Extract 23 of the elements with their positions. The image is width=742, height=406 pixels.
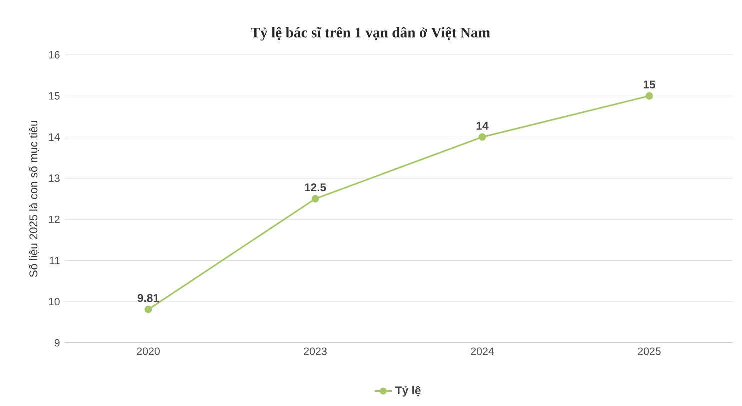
point bbox=[144, 306, 152, 314]
data-label: 9.81 bbox=[138, 294, 160, 302]
legend-label: Tỷ lệ bbox=[396, 386, 421, 397]
chart-title: Tỷ lệ bác sĩ trên 1 vạn dân ở Việt Nam bbox=[251, 27, 490, 41]
point bbox=[478, 134, 486, 142]
point bbox=[312, 195, 320, 203]
y-tick-label: 9 bbox=[54, 339, 60, 347]
x-tick-label: 2023 bbox=[304, 348, 327, 356]
y-tick-label: 12 bbox=[49, 216, 60, 224]
y-tick-label: 13 bbox=[49, 174, 60, 182]
y-tick-label: 11 bbox=[50, 257, 60, 264]
x-tick-label: 2025 bbox=[638, 348, 661, 356]
y-tick-label: 15 bbox=[49, 92, 60, 100]
point bbox=[646, 92, 654, 100]
x-tick-label: 2020 bbox=[137, 348, 160, 356]
y-tick-label: 10 bbox=[49, 298, 60, 306]
data-label: 15 bbox=[644, 80, 656, 89]
data-label: 14 bbox=[476, 122, 489, 130]
x-tick-label: 2024 bbox=[471, 348, 494, 356]
y-tick-label: 14 bbox=[49, 134, 60, 141]
data-label: 12.5 bbox=[305, 184, 326, 192]
y-tick-label: 16 bbox=[49, 51, 60, 59]
y-axis-title: Số liệu 2025 là con số mục tiêu bbox=[28, 121, 40, 278]
